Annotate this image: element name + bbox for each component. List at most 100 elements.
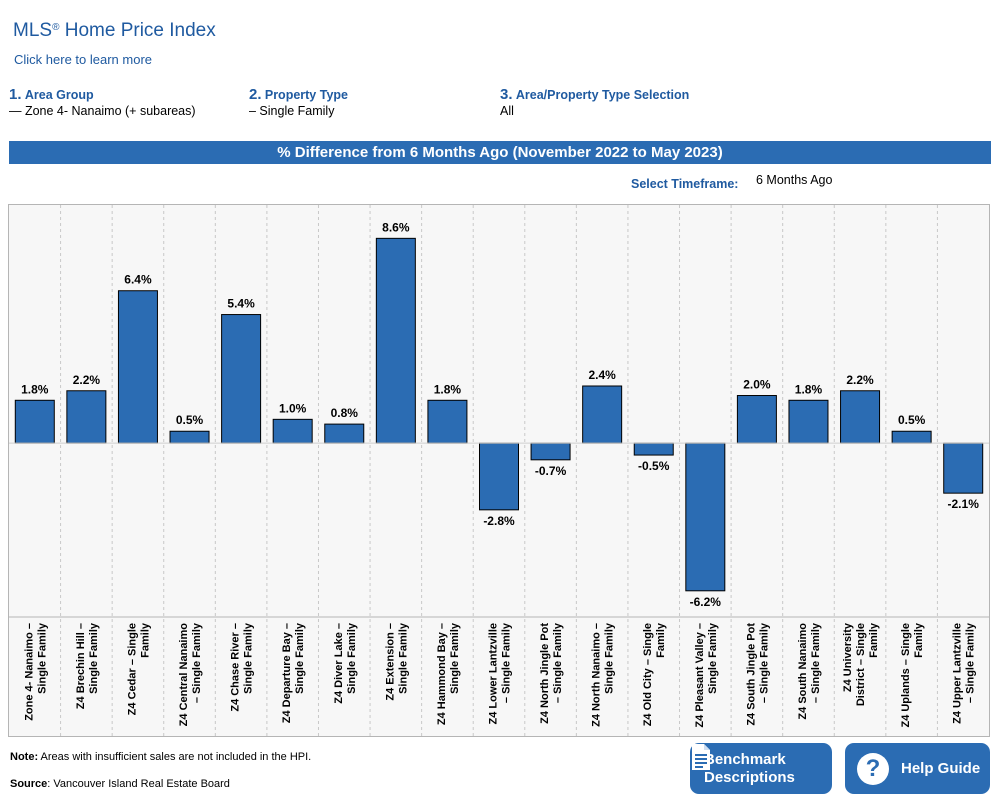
- category-label-line: – Single Family: [501, 622, 513, 703]
- category-label-line: Z4 North Nanaimo –: [591, 623, 603, 727]
- area-property-selection-value: All: [500, 104, 514, 118]
- category-label-line: Family: [139, 622, 151, 658]
- data-label: 2.2%: [73, 373, 101, 387]
- data-label: -0.5%: [638, 459, 670, 473]
- category-label: Z4 Brechin Hill – Single Family: [75, 622, 100, 709]
- category-label: Z4 Uplands – Single Family: [900, 622, 925, 727]
- category-label: Z4 Hammond Bay – Single Family: [436, 622, 461, 725]
- data-label: 0.5%: [176, 413, 204, 427]
- category-label-line: Single Family: [346, 622, 358, 694]
- data-label: 0.5%: [898, 413, 926, 427]
- category-label-line: District – Single: [855, 623, 867, 706]
- data-label: -2.1%: [948, 497, 980, 511]
- category-label: Z4 Pleasant Valley – Single Family: [694, 622, 719, 727]
- category-label-line: Z4 Pleasant Valley –: [694, 623, 706, 728]
- category-label: Z4 Central Nanaimo – Single Family: [178, 622, 203, 726]
- benchmark-descriptions-label: Benchmark Descriptions: [704, 750, 795, 786]
- category-label-line: Single Family: [449, 622, 461, 694]
- category-label-line: – Single Family: [552, 622, 564, 703]
- bar: [427, 399, 468, 444]
- category-label-line: Single Family: [243, 622, 255, 694]
- data-label: -6.2%: [690, 595, 722, 609]
- data-label: 1.8%: [795, 382, 823, 396]
- category-label-line: Z4 Cedar – Single: [126, 623, 138, 715]
- timeframe-select[interactable]: 6 Months Ago: [756, 173, 833, 187]
- area-group-value: — Zone 4- Nanaimo (+ subareas): [9, 104, 196, 118]
- bar: [117, 290, 158, 444]
- bar: [530, 442, 571, 461]
- category-label-line: Z4 Upper Lantzville: [952, 623, 964, 724]
- category-label-line: Single Family: [36, 622, 48, 694]
- document-icon: [692, 744, 710, 770]
- category-label-line: Single Family: [604, 622, 616, 694]
- bar: [479, 442, 519, 511]
- step-area-group[interactable]: 1. Area Group — Zone 4- Nanaimo (+ subar…: [9, 86, 196, 118]
- step-area-property-selection[interactable]: 3. Area/Property Type Selection All: [500, 86, 689, 118]
- category-label-line: Z4 Chase River –: [230, 623, 242, 712]
- category-label-line: Z4 Lower Lantzville: [488, 623, 500, 724]
- category-label-line: Z4 University: [842, 622, 854, 692]
- category-label-line: – Single Family: [191, 622, 203, 703]
- question-icon: ?: [857, 752, 889, 785]
- category-label-line: – Single Family: [965, 622, 977, 703]
- step-number: 2.: [249, 86, 262, 103]
- data-label: 1.8%: [21, 382, 49, 396]
- category-label-line: Z4 North Jingle Pot: [539, 623, 551, 724]
- bar: [582, 385, 623, 444]
- category-label-line: Z4 Hammond Bay –: [436, 623, 448, 725]
- category-label: Z4 North Nanaimo – Single Family: [591, 622, 616, 727]
- category-label: Z4 Upper Lantzville – Single Family: [952, 622, 977, 724]
- category-label-line: Z4 Uplands – Single: [900, 623, 912, 728]
- help-guide-label: Help Guide: [901, 760, 981, 777]
- bar: [221, 314, 262, 444]
- category-label-line: Z4 South Jingle Pot: [745, 623, 757, 726]
- bar: [685, 442, 726, 592]
- chart-banner: % Difference from 6 Months Ago (November…: [9, 141, 991, 164]
- help-guide-button[interactable]: ? Help Guide: [845, 743, 990, 794]
- data-label: 8.6%: [382, 220, 410, 234]
- category-label: Z4 Diver Lake – Single Family: [333, 622, 358, 704]
- area-property-selection-link[interactable]: Area/Property Type Selection: [515, 88, 690, 102]
- data-label: 1.0%: [279, 401, 307, 415]
- bar: [736, 395, 777, 444]
- step-number: 1.: [9, 86, 22, 103]
- data-label: -0.7%: [535, 464, 567, 478]
- learn-more-link[interactable]: Click here to learn more: [14, 52, 152, 67]
- category-label: Z4 Cedar – Single Family: [126, 622, 151, 715]
- category-label: Z4 Departure Bay – Single Family: [281, 622, 306, 723]
- category-label-line: – Single Family: [810, 622, 822, 703]
- category-label: Z4 South Jingle Pot – Single Family: [745, 622, 770, 726]
- bar: [272, 418, 313, 444]
- bar: [375, 237, 416, 444]
- category-label: Z4 Lower Lantzville – Single Family: [488, 622, 513, 724]
- category-label-line: Z4 Central Nanaimo: [178, 623, 190, 727]
- data-label: 6.4%: [124, 273, 152, 287]
- category-label-line: Single Family: [707, 622, 719, 694]
- category-label-line: Z4 Departure Bay –: [281, 623, 293, 723]
- timeframe-label: Select Timeframe:: [631, 177, 739, 191]
- area-group-link[interactable]: Area Group: [24, 88, 94, 102]
- data-label: 2.0%: [743, 378, 771, 392]
- benchmark-descriptions-button[interactable]: Benchmark Descriptions: [690, 743, 832, 794]
- bar: [14, 399, 55, 444]
- category-label-line: Z4 Old City – Single: [642, 623, 654, 726]
- category-label-line: Z4 Diver Lake –: [333, 623, 345, 704]
- data-label: 1.8%: [434, 382, 462, 396]
- bar: [788, 399, 829, 444]
- property-type-value: – Single Family: [249, 104, 335, 118]
- category-label: Z4 University District – Single Family: [842, 622, 880, 706]
- category-label: Zone 4- Nanaimo – Single Family: [23, 622, 48, 721]
- step-property-type[interactable]: 2. Property Type – Single Family: [249, 86, 348, 118]
- bar: [66, 390, 107, 444]
- bar: [324, 423, 365, 444]
- property-type-link[interactable]: Property Type: [264, 88, 348, 102]
- category-label: Z4 Extension – Single Family: [384, 622, 409, 701]
- note: Note: Areas with insufficient sales are …: [10, 751, 312, 763]
- bar: [891, 430, 932, 444]
- bar: [943, 442, 984, 494]
- step-number: 3.: [500, 86, 513, 103]
- category-label-line: – Single Family: [758, 622, 770, 703]
- category-label-line: Z4 Extension –: [384, 623, 396, 701]
- category-label: Z4 North Jingle Pot – Single Family: [539, 622, 564, 724]
- bar: [633, 442, 674, 456]
